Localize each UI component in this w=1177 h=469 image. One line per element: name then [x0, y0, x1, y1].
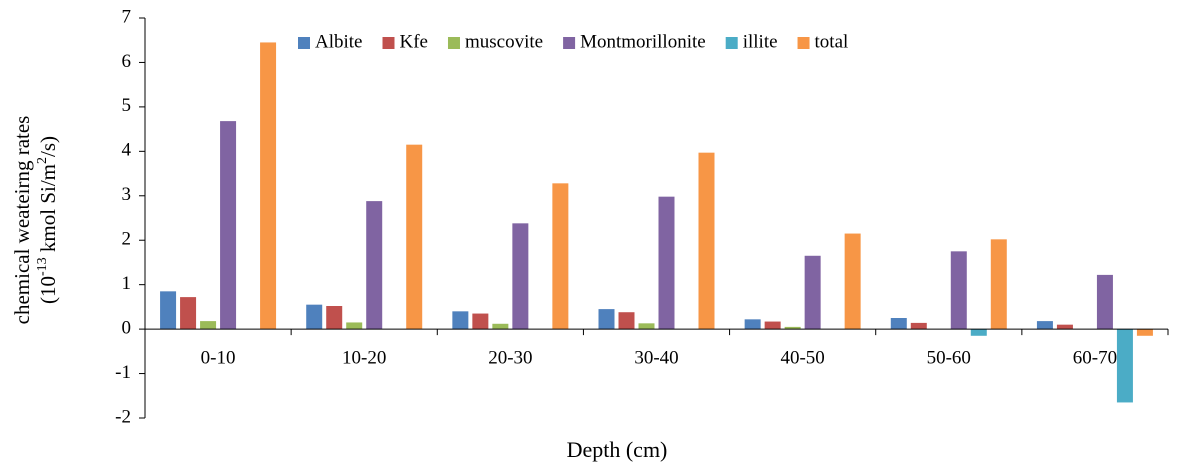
y-axis-label-part: kmol Si/m: [36, 164, 60, 257]
y-axis-label: chemical weateirng rates: [10, 116, 34, 325]
bar: [950, 251, 967, 330]
legend-label: Kfe: [400, 31, 428, 52]
bar: [200, 321, 217, 330]
x-tick-label: 20-30: [488, 347, 532, 368]
bar: [306, 304, 323, 330]
bar: [598, 309, 615, 330]
bar: [764, 321, 781, 330]
bar: [844, 233, 861, 330]
legend-swatch: [563, 37, 576, 49]
bar: [804, 255, 821, 330]
y-tick-label: 7: [122, 6, 132, 27]
y-tick-label: 2: [122, 229, 132, 250]
bar: [970, 329, 987, 336]
y-tick-label: 4: [122, 140, 132, 161]
y-tick-label: 1: [122, 273, 132, 294]
bar: [638, 323, 655, 330]
bar: [1096, 274, 1113, 330]
legend-swatch: [797, 37, 810, 49]
legend-label: muscovite: [465, 31, 543, 52]
legend-label: Albite: [315, 31, 363, 52]
bar: [492, 323, 509, 330]
bar: [890, 318, 907, 330]
y-axis-label: (10-13 kmol Si/m2/s): [35, 136, 60, 304]
bar: [452, 311, 469, 330]
bar: [1056, 324, 1073, 330]
y-tick-label: -1: [115, 362, 131, 383]
legend-swatch: [447, 37, 460, 49]
bar: [618, 312, 635, 330]
x-tick-label: 50-60: [927, 347, 971, 368]
bar: [180, 297, 197, 330]
bar: [990, 239, 1007, 330]
x-tick-label: 10-20: [342, 347, 386, 368]
x-tick-label: 40-50: [780, 347, 824, 368]
y-tick-label: 0: [122, 317, 132, 338]
bar: [1136, 329, 1153, 336]
bar: [512, 223, 529, 330]
legend-swatch: [382, 37, 395, 49]
bar: [744, 319, 761, 330]
bar: [220, 121, 237, 330]
bar: [366, 201, 383, 330]
x-tick-label: 30-40: [634, 347, 678, 368]
bar: [698, 152, 715, 330]
bar: [406, 144, 423, 330]
bar: [260, 42, 277, 330]
x-tick-label: 60-70: [1073, 347, 1117, 368]
y-tick-label: 6: [122, 51, 132, 72]
bar: [658, 196, 675, 330]
legend-swatch: [725, 37, 738, 49]
legend-label: Montmorillonite: [580, 31, 706, 52]
legend-swatch: [298, 37, 310, 49]
bar: [346, 322, 363, 330]
y-tick-label: 5: [122, 95, 132, 116]
bar: [784, 326, 801, 330]
y-tick-label: 3: [122, 184, 132, 205]
y-axis-label-part: 2: [35, 157, 50, 164]
legend-label: total: [815, 31, 849, 52]
y-axis-label-part: (10: [36, 276, 60, 304]
y-tick-label: -2: [115, 406, 131, 427]
bar: [1116, 329, 1133, 403]
x-axis-label: Depth (cm): [567, 437, 668, 462]
bar: [910, 322, 927, 330]
y-axis-label-part: -13: [35, 257, 50, 276]
y-axis-label-part: /s): [36, 136, 60, 157]
bar: [1036, 321, 1053, 330]
bar: [326, 306, 343, 330]
bar: [552, 183, 569, 330]
bar: [160, 291, 177, 330]
x-tick-label: 0-10: [201, 347, 236, 368]
bar: [472, 313, 489, 330]
legend-label: illite: [743, 31, 778, 52]
